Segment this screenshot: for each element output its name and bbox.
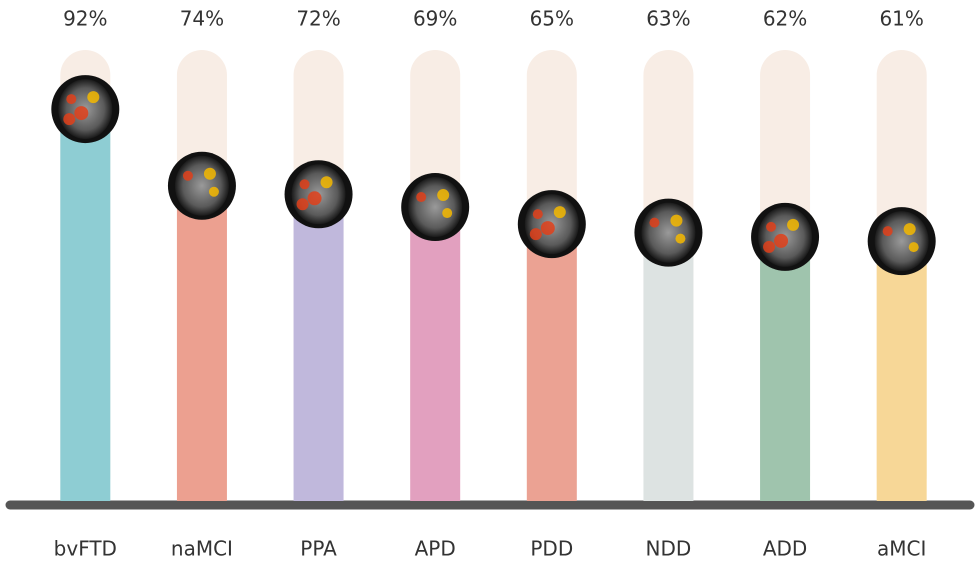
category-label: NDD xyxy=(646,537,692,561)
activation xyxy=(204,168,216,180)
category-label: PDD xyxy=(530,537,573,561)
bar xyxy=(410,207,460,501)
brain-image xyxy=(285,160,353,228)
category-label: bvFTD xyxy=(54,537,117,561)
activation xyxy=(416,192,426,202)
brain-image xyxy=(51,75,119,143)
activation xyxy=(554,206,566,218)
category-label: aMCI xyxy=(877,537,926,561)
activation xyxy=(300,179,310,189)
bar xyxy=(527,224,577,501)
brain-tissue xyxy=(641,203,695,263)
bar xyxy=(294,194,344,501)
activation xyxy=(530,228,542,240)
activation xyxy=(787,219,799,231)
activation xyxy=(209,187,219,197)
activation xyxy=(437,189,449,201)
activation xyxy=(63,113,75,125)
category-label: ADD xyxy=(763,537,807,561)
value-label: 74% xyxy=(180,7,224,31)
brain-image xyxy=(751,203,819,271)
activation xyxy=(87,91,99,103)
category-label: APD xyxy=(415,537,456,561)
value-label: 62% xyxy=(763,7,807,31)
activation xyxy=(321,176,333,188)
activation xyxy=(74,106,88,120)
category-label: PPA xyxy=(300,537,337,561)
activation xyxy=(883,226,893,236)
value-label: 61% xyxy=(879,7,923,31)
activation xyxy=(904,223,916,235)
value-label: 92% xyxy=(63,7,107,31)
value-label: 65% xyxy=(530,7,574,31)
brain-tissue xyxy=(175,156,229,216)
value-label: 63% xyxy=(646,7,690,31)
activation xyxy=(541,221,555,235)
activation xyxy=(66,94,76,104)
page: {"chart_data": {"type": "bar", "categori… xyxy=(0,0,977,565)
activation xyxy=(533,209,543,219)
brain-image xyxy=(401,173,469,241)
activation xyxy=(670,215,682,227)
category-label: naMCI xyxy=(171,537,233,561)
activation xyxy=(766,222,776,232)
activation xyxy=(763,241,775,253)
bar xyxy=(177,186,227,501)
activation xyxy=(909,242,919,252)
brain-tissue xyxy=(875,211,929,271)
brain-image xyxy=(868,207,936,275)
value-label: 72% xyxy=(296,7,340,31)
value-label: 69% xyxy=(413,7,457,31)
brain-image xyxy=(518,190,586,258)
activation xyxy=(183,171,193,181)
activation xyxy=(297,198,309,210)
bar xyxy=(643,233,693,501)
activation xyxy=(308,191,322,205)
activation xyxy=(649,218,659,228)
activation xyxy=(442,208,452,218)
brain-tissue xyxy=(408,177,462,237)
brain-image xyxy=(168,152,236,220)
brain-image xyxy=(634,199,702,267)
activation xyxy=(675,234,685,244)
chart: 92% bvFTD 74% naMCI 72% PPA 69% APD 65% PDD 63% NDD… xyxy=(0,0,977,565)
bar xyxy=(60,109,110,501)
bar xyxy=(760,237,810,501)
activation xyxy=(774,234,788,248)
bar xyxy=(877,241,927,501)
